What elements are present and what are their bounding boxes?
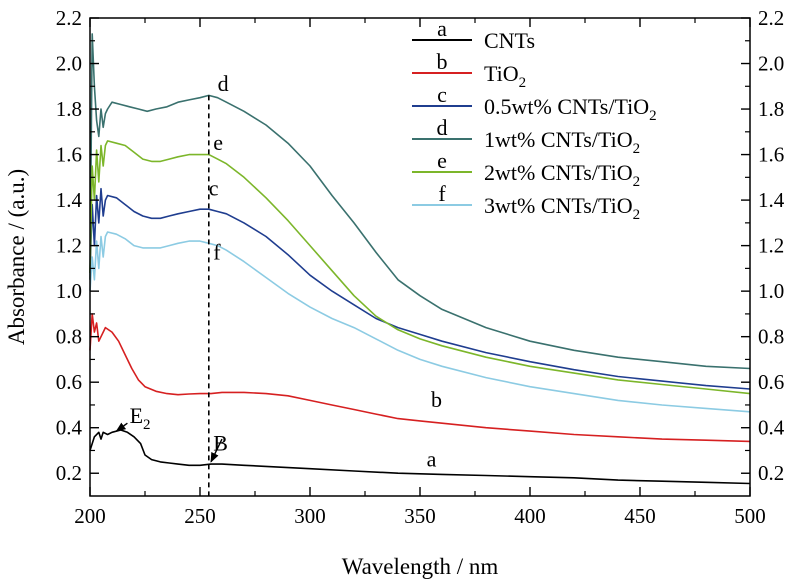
x-tick-label: 250 — [184, 504, 216, 528]
legend-letter: e — [437, 148, 447, 173]
legend-name: 1wt% CNTs/TiO2 — [484, 127, 640, 157]
y-tick-label-right: 0.6 — [758, 370, 784, 394]
legend-letter: a — [437, 16, 447, 41]
legend-letter: b — [437, 49, 448, 74]
y-tick-label: 1.8 — [56, 97, 82, 121]
y-tick-label-right: 1.8 — [758, 97, 784, 121]
legend-item-f: f 3wt% CNTs/TiO2 — [412, 181, 640, 223]
y-tick-label: 2.0 — [56, 52, 82, 76]
plot-frame — [89, 17, 751, 497]
y-tick-label-right: 0.8 — [758, 325, 784, 349]
legend-letter: d — [437, 115, 448, 140]
y-tick-label: 0.4 — [56, 416, 83, 440]
curve-label-c: c — [209, 176, 219, 201]
curve-label-b: b — [431, 387, 442, 412]
curve-label-d: d — [218, 71, 229, 96]
y-tick-label-right: 0.2 — [758, 461, 784, 485]
series-line-b — [89, 313, 751, 443]
x-tick-label: 300 — [294, 504, 326, 528]
x-tick-label: 500 — [734, 504, 766, 528]
legend-name: CNTs — [484, 28, 535, 53]
y-axis-label: Absorbance / (a.u.) — [4, 169, 29, 345]
curve-label-e: e — [213, 130, 223, 155]
x-tick-label: 450 — [624, 504, 656, 528]
legend-item-a: a CNTs — [412, 16, 535, 53]
series-line-f — [89, 231, 751, 413]
y-tick-label-right: 1.0 — [758, 279, 784, 303]
annotation-label-B: B — [213, 430, 228, 455]
axis-ticks: 200 250 300 350 400 450 500 0.2 0.2 0.4 0.4 0.6 0.6 0… — [56, 6, 785, 528]
curve-letter-labels: a b c d e f — [209, 71, 442, 472]
legend-name: 0.5wt% CNTs/TiO2 — [484, 94, 657, 124]
annotation-arrow-B — [210, 438, 223, 463]
y-tick-label-right: 2.0 — [758, 52, 784, 76]
series-line-d — [89, 33, 751, 370]
y-tick-label-right: 1.6 — [758, 143, 784, 167]
series-line-e — [89, 140, 751, 395]
legend-item-c: c 0.5wt% CNTs/TiO2 — [412, 82, 657, 124]
legend-name: TiO2 — [484, 61, 526, 91]
legend-item-e: e 2wt% CNTs/TiO2 — [412, 148, 640, 190]
curve-label-a: a — [427, 446, 437, 471]
legend-item-d: d 1wt% CNTs/TiO2 — [412, 115, 640, 157]
y-tick-label: 2.2 — [56, 6, 82, 30]
legend: a CNTs b TiO2 c 0.5wt% CNTs/TiO2 d 1wt% CNTs/Ti… — [412, 16, 657, 223]
y-tick-label: 0.6 — [56, 370, 82, 394]
y-tick-label: 0.2 — [56, 461, 82, 485]
annotation-arrow-E — [115, 422, 128, 432]
y-tick-label-right: 1.4 — [758, 188, 785, 212]
x-axis-label: Wavelength / nm — [342, 554, 499, 579]
curve-label-f: f — [213, 239, 221, 264]
x-tick-label: 350 — [404, 504, 436, 528]
series-line-a — [89, 429, 751, 485]
y-tick-label-right: 2.2 — [758, 6, 784, 30]
series-line-c — [89, 187, 751, 390]
y-tick-label: 1.0 — [56, 279, 82, 303]
y-tick-label: 1.6 — [56, 143, 82, 167]
x-tick-label: 200 — [74, 504, 106, 528]
y-tick-label: 1.4 — [56, 188, 83, 212]
legend-name: 3wt% CNTs/TiO2 — [484, 193, 640, 223]
annotation-label-E: E2 — [130, 403, 151, 433]
y-tick-label: 0.8 — [56, 325, 82, 349]
legend-item-b: b TiO2 — [412, 49, 526, 91]
y-tick-label: 1.2 — [56, 234, 82, 258]
legend-name: 2wt% CNTs/TiO2 — [484, 160, 640, 190]
annotations: E2 B — [115, 403, 228, 463]
legend-letter: f — [438, 181, 446, 206]
y-tick-label-right: 1.2 — [758, 234, 784, 258]
x-tick-label: 400 — [514, 504, 546, 528]
legend-letter: c — [437, 82, 447, 107]
y-tick-label-right: 0.4 — [758, 416, 785, 440]
series-curves — [89, 33, 751, 485]
